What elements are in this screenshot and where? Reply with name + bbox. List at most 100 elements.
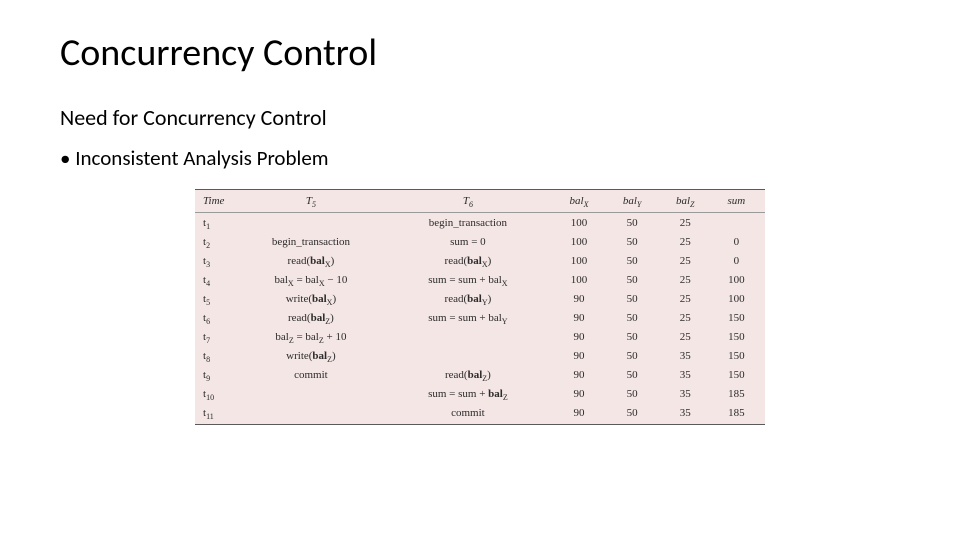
cell-t5: balX = balX − 10 [238, 270, 383, 289]
cell-sum: 100 [712, 289, 765, 308]
cell-balx: 90 [552, 327, 605, 346]
cell-balx: 90 [552, 403, 605, 424]
cell-t6: begin_transaction [383, 213, 552, 233]
cell-time: t1 [195, 213, 238, 233]
cell-t5: read(balX) [238, 251, 383, 270]
transaction-table: Time T5 T6 balX balY balZ sum t1begin_tr… [195, 189, 765, 425]
cell-t5: commit [238, 365, 383, 384]
cell-balz: 35 [659, 346, 712, 365]
table-row: t10 sum = sum + balZ905035185 [195, 384, 765, 403]
table-row: t4balX = balX − 10sum = sum + balX100502… [195, 270, 765, 289]
cell-t6: sum = 0 [383, 232, 552, 251]
slide-title: Concurrency Control [60, 30, 900, 76]
cell-t5: balZ = balZ + 10 [238, 327, 383, 346]
cell-balx: 90 [552, 308, 605, 327]
col-header-balx: balX [552, 190, 605, 213]
cell-sum: 0 [712, 251, 765, 270]
col-header-baly: balY [606, 190, 659, 213]
cell-baly: 50 [606, 327, 659, 346]
cell-t6: commit [383, 403, 552, 424]
cell-sum: 150 [712, 365, 765, 384]
cell-balz: 35 [659, 403, 712, 424]
cell-balz: 25 [659, 213, 712, 233]
cell-t5: write(balZ) [238, 346, 383, 365]
cell-time: t2 [195, 232, 238, 251]
col-header-time: Time [195, 190, 238, 213]
table-row: t11 commit905035185 [195, 403, 765, 424]
cell-sum: 150 [712, 327, 765, 346]
cell-t5 [238, 384, 383, 403]
cell-baly: 50 [606, 213, 659, 233]
table-row: t9commitread(balZ)905035150 [195, 365, 765, 384]
cell-balz: 25 [659, 327, 712, 346]
cell-baly: 50 [606, 270, 659, 289]
cell-balx: 90 [552, 289, 605, 308]
cell-time: t11 [195, 403, 238, 424]
cell-sum: 150 [712, 308, 765, 327]
table-row: t5write(balX)read(balY)905025100 [195, 289, 765, 308]
cell-sum: 150 [712, 346, 765, 365]
table-row: t3read(balX)read(balX)10050250 [195, 251, 765, 270]
cell-balx: 90 [552, 365, 605, 384]
cell-baly: 50 [606, 308, 659, 327]
table-row: t6read(balZ)sum = sum + balY905025150 [195, 308, 765, 327]
slide-subtitle: Need for Concurrency Control [60, 104, 900, 131]
cell-balz: 35 [659, 384, 712, 403]
cell-t6 [383, 346, 552, 365]
table-row: t2begin_transactionsum = 010050250 [195, 232, 765, 251]
cell-baly: 50 [606, 232, 659, 251]
col-header-t6: T6 [383, 190, 552, 213]
cell-t6: sum = sum + balY [383, 308, 552, 327]
cell-time: t9 [195, 365, 238, 384]
cell-time: t6 [195, 308, 238, 327]
table-body: t1begin_transaction1005025t2begin_transa… [195, 213, 765, 425]
cell-balz: 25 [659, 270, 712, 289]
cell-sum [712, 213, 765, 233]
table-row: t8write(balZ) 905035150 [195, 346, 765, 365]
cell-t5: begin_transaction [238, 232, 383, 251]
table-header: Time T5 T6 balX balY balZ sum [195, 190, 765, 213]
cell-balx: 100 [552, 213, 605, 233]
cell-balz: 25 [659, 251, 712, 270]
cell-balz: 25 [659, 289, 712, 308]
col-header-sum: sum [712, 190, 765, 213]
cell-sum: 185 [712, 403, 765, 424]
cell-t6: read(balZ) [383, 365, 552, 384]
cell-baly: 50 [606, 251, 659, 270]
cell-time: t8 [195, 346, 238, 365]
table-row: t7balZ = balZ + 10 905025150 [195, 327, 765, 346]
col-header-balz: balZ [659, 190, 712, 213]
cell-t6 [383, 327, 552, 346]
cell-sum: 185 [712, 384, 765, 403]
cell-baly: 50 [606, 403, 659, 424]
cell-baly: 50 [606, 384, 659, 403]
cell-sum: 100 [712, 270, 765, 289]
cell-baly: 50 [606, 289, 659, 308]
transaction-table-wrap: Time T5 T6 balX balY balZ sum t1begin_tr… [195, 189, 765, 425]
cell-t5: write(balX) [238, 289, 383, 308]
cell-t6: sum = sum + balZ [383, 384, 552, 403]
cell-time: t7 [195, 327, 238, 346]
cell-t5: read(balZ) [238, 308, 383, 327]
cell-baly: 50 [606, 346, 659, 365]
cell-time: t5 [195, 289, 238, 308]
cell-balx: 100 [552, 232, 605, 251]
cell-t5 [238, 213, 383, 233]
slide: Concurrency Control Need for Concurrency… [0, 0, 960, 540]
bullet-item: • Inconsistent Analysis Problem [60, 145, 900, 171]
cell-balz: 25 [659, 232, 712, 251]
cell-t6: sum = sum + balX [383, 270, 552, 289]
cell-baly: 50 [606, 365, 659, 384]
cell-time: t10 [195, 384, 238, 403]
cell-time: t4 [195, 270, 238, 289]
cell-balz: 25 [659, 308, 712, 327]
cell-balx: 90 [552, 384, 605, 403]
cell-t6: read(balY) [383, 289, 552, 308]
cell-t6: read(balX) [383, 251, 552, 270]
table-row: t1 begin_transaction1005025 [195, 213, 765, 233]
cell-balz: 35 [659, 365, 712, 384]
cell-balx: 100 [552, 251, 605, 270]
cell-balx: 90 [552, 346, 605, 365]
cell-balx: 100 [552, 270, 605, 289]
col-header-t5: T5 [238, 190, 383, 213]
